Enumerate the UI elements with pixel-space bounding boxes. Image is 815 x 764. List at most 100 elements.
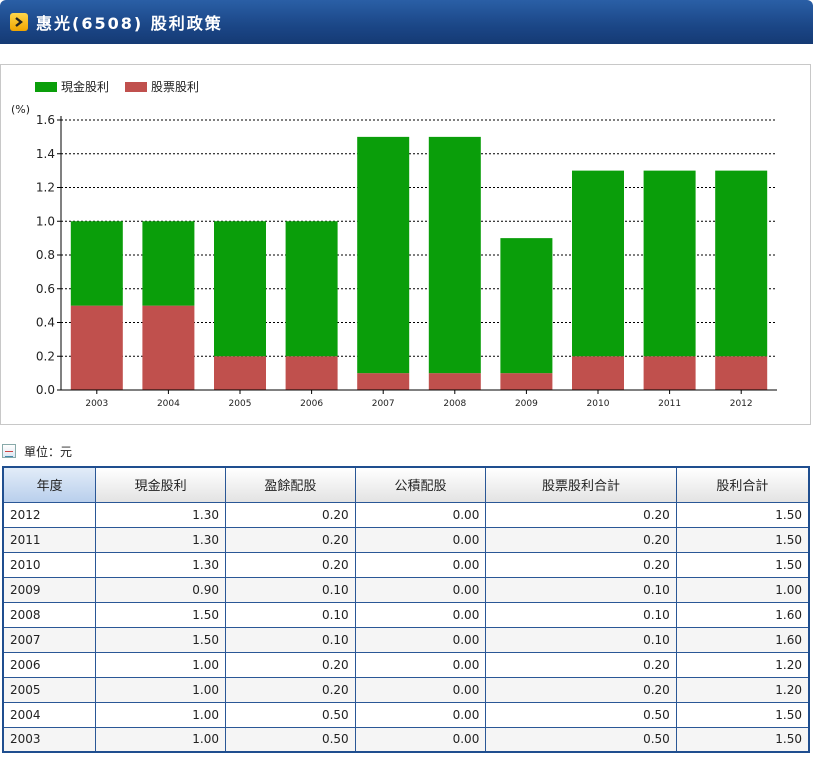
cell-stock-total: 0.10 (485, 601, 677, 628)
col-header-stock-total[interactable]: 股票股利合計 (485, 466, 677, 503)
table-header-row: 年度 現金股利 盈餘配股 公積配股 股票股利合計 股利合計 (2, 466, 810, 503)
cell-earnings-stock: 0.10 (224, 601, 356, 628)
cell-stock-total: 0.50 (485, 701, 677, 728)
cell-dividend-total: 1.50 (675, 526, 810, 553)
dividend-chart: 現金股利 股票股利 (%) 0.0 0.2 0.4 0.6 0.8 1.0 1.2 1.4 1.6 20… (0, 64, 811, 425)
bar-segment (357, 136, 410, 374)
cell-year: 2012 (2, 501, 97, 528)
cell-cash: 1.30 (95, 551, 226, 578)
cell-dividend-total: 1.60 (675, 626, 810, 653)
cell-year: 2006 (2, 651, 97, 678)
y-tick-label: 0.8 (36, 248, 55, 262)
y-tick-label: 0.0 (36, 383, 55, 397)
cell-stock-total: 0.20 (485, 551, 677, 578)
cell-earnings-stock: 0.50 (224, 726, 356, 753)
bar-segment (428, 136, 481, 374)
x-tick-label: 2007 (372, 399, 395, 409)
cell-stock-total: 0.20 (485, 526, 677, 553)
cell-reserve-stock: 0.00 (354, 576, 487, 603)
cell-cash: 1.50 (95, 626, 226, 653)
cell-cash: 1.00 (95, 676, 226, 703)
table-row: 2012 1.30 0.20 0.00 0.20 1.50 (2, 501, 810, 528)
bar-segment (214, 356, 266, 390)
col-header-reserve-stock[interactable]: 公積配股 (354, 466, 487, 503)
cell-earnings-stock: 0.10 (224, 626, 356, 653)
cell-dividend-total: 1.50 (675, 726, 810, 753)
cell-cash: 1.30 (95, 501, 226, 528)
cell-stock-total: 0.20 (485, 501, 677, 528)
bar-segment (428, 373, 481, 390)
y-tick-label: 1.4 (36, 147, 55, 161)
cell-stock-total: 0.20 (485, 651, 677, 678)
table-icon (2, 444, 16, 458)
table-row: 2011 1.30 0.20 0.00 0.20 1.50 (2, 526, 810, 553)
col-header-year[interactable]: 年度 (2, 466, 97, 503)
cell-cash: 1.30 (95, 526, 226, 553)
col-header-cash[interactable]: 現金股利 (95, 466, 226, 503)
chevron-right-icon (10, 13, 28, 31)
cell-dividend-total: 1.20 (675, 676, 810, 703)
cell-stock-total: 0.10 (485, 576, 677, 603)
table-row: 2004 1.00 0.50 0.00 0.50 1.50 (2, 701, 810, 728)
table-row: 2003 1.00 0.50 0.00 0.50 1.50 (2, 726, 810, 753)
x-tick-label: 2003 (85, 399, 108, 409)
bar-segment (357, 373, 410, 390)
col-header-dividend-total[interactable]: 股利合計 (675, 466, 810, 503)
bar-segment (500, 238, 553, 374)
x-tick-label: 2011 (658, 399, 681, 409)
cell-reserve-stock: 0.00 (354, 526, 487, 553)
table-row: 2007 1.50 0.10 0.00 0.10 1.60 (2, 626, 810, 653)
bar-segment (214, 221, 266, 357)
bar-segment (715, 356, 768, 390)
bar-segment (643, 170, 696, 357)
y-tick-label: 0.4 (36, 316, 55, 330)
cell-dividend-total: 1.50 (675, 501, 810, 528)
cell-cash: 0.90 (95, 576, 226, 603)
cell-year: 2008 (2, 601, 97, 628)
cell-reserve-stock: 0.00 (354, 676, 487, 703)
cell-reserve-stock: 0.00 (354, 701, 487, 728)
table-row: 2008 1.50 0.10 0.00 0.10 1.60 (2, 601, 810, 628)
table-row: 2005 1.00 0.20 0.00 0.20 1.20 (2, 676, 810, 703)
table-row: 2010 1.30 0.20 0.00 0.20 1.50 (2, 551, 810, 578)
cell-cash: 1.00 (95, 726, 226, 753)
cell-dividend-total: 1.20 (675, 651, 810, 678)
y-tick-label: 1.6 (36, 113, 55, 127)
x-tick-label: 2004 (157, 399, 180, 409)
cell-stock-total: 0.20 (485, 676, 677, 703)
unit-row: 單位：元 (2, 442, 72, 460)
legend-label: 現金股利 (61, 79, 109, 94)
cell-year: 2007 (2, 626, 97, 653)
y-tick-label: 1.0 (36, 214, 55, 228)
y-tick-label: 1.2 (36, 181, 55, 195)
x-tick-label: 2009 (515, 399, 538, 409)
bar-segment (285, 221, 338, 357)
unit-label: 單位：元 (24, 444, 73, 459)
x-tick-label: 2006 (300, 399, 323, 409)
x-tick-label: 2010 (587, 399, 610, 409)
chart-canvas: 現金股利 股票股利 (%) 0.0 0.2 0.4 0.6 0.8 1.0 1.2 1.4 1.6 20… (11, 79, 777, 409)
bar-segment (70, 221, 123, 306)
cell-year: 2009 (2, 576, 97, 603)
cell-reserve-stock: 0.00 (354, 726, 487, 753)
cell-reserve-stock: 0.00 (354, 626, 487, 653)
cell-reserve-stock: 0.00 (354, 651, 487, 678)
cell-earnings-stock: 0.20 (224, 501, 356, 528)
col-header-earnings-stock[interactable]: 盈餘配股 (224, 466, 356, 503)
cell-cash: 1.50 (95, 601, 226, 628)
bar-segment (70, 305, 123, 390)
y-tick-label: 0.2 (36, 349, 55, 363)
cell-cash: 1.00 (95, 701, 226, 728)
table-row: 2006 1.00 0.20 0.00 0.20 1.20 (2, 651, 810, 678)
cell-year: 2011 (2, 526, 97, 553)
cell-reserve-stock: 0.00 (354, 551, 487, 578)
cell-earnings-stock: 0.20 (224, 651, 356, 678)
cell-earnings-stock: 0.20 (224, 551, 356, 578)
bar-segment (572, 170, 624, 357)
x-tick-label: 2005 (229, 399, 252, 409)
cell-year: 2010 (2, 551, 97, 578)
bar-segment (285, 356, 338, 390)
y-unit-label: (%) (11, 103, 30, 116)
cell-stock-total: 0.10 (485, 626, 677, 653)
x-tick-label: 2012 (730, 399, 753, 409)
